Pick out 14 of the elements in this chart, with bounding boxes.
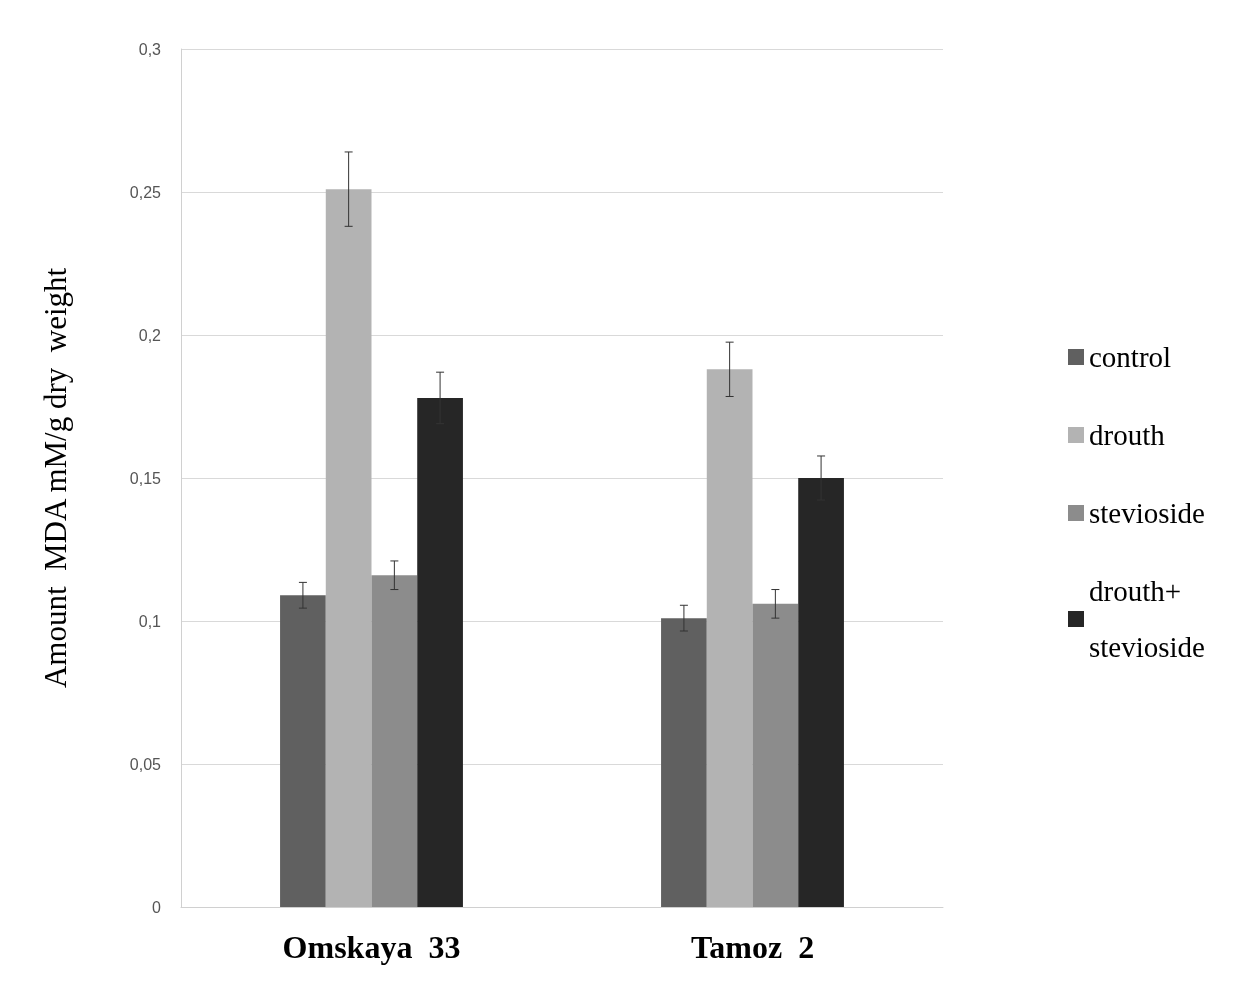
legend-label: drouth <box>1089 419 1166 451</box>
y-tick-label: 0,05 <box>129 755 162 773</box>
legend-label: stevioside <box>1089 497 1205 529</box>
y-tick-label: 0,1 <box>138 612 162 630</box>
y-tick-label: 0 <box>152 898 162 916</box>
y-tick-label: 0,25 <box>129 183 162 201</box>
y-tick-label: 0,3 <box>138 40 162 58</box>
y-tick-label: 0,2 <box>138 326 162 344</box>
x-tick-label: Omskaya 33 <box>282 929 461 965</box>
x-tick-label: Tamoz 2 <box>690 929 815 965</box>
legend-label: control <box>1089 341 1172 373</box>
y-axis-title: Amount MDA mM/g dry weight <box>38 267 73 689</box>
y-tick-label: 0,15 <box>129 469 162 487</box>
legend-label: drouth+ stevioside <box>1089 575 1205 663</box>
